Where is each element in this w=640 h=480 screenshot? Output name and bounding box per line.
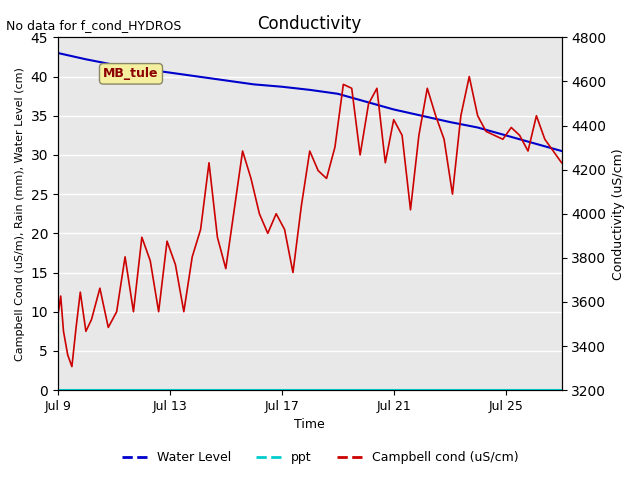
Text: No data for f_cond_HYDROS: No data for f_cond_HYDROS [6, 19, 182, 32]
Y-axis label: Campbell Cond (uS/m), Rain (mm), Water Level (cm): Campbell Cond (uS/m), Rain (mm), Water L… [15, 67, 25, 360]
Legend: Water Level, ppt, Campbell cond (uS/cm): Water Level, ppt, Campbell cond (uS/cm) [116, 446, 524, 469]
Y-axis label: Conductivity (uS/cm): Conductivity (uS/cm) [612, 148, 625, 279]
X-axis label: Time: Time [294, 419, 325, 432]
Text: MB_tule: MB_tule [103, 67, 159, 80]
Title: Conductivity: Conductivity [258, 15, 362, 33]
